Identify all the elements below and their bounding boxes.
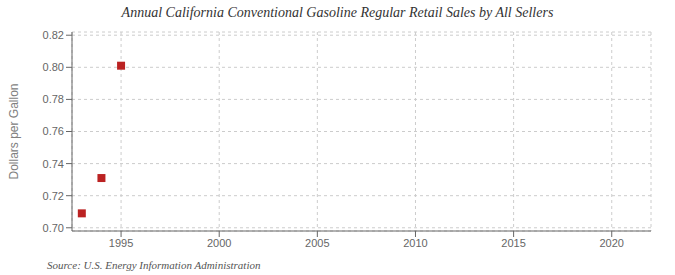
svg-text:0.72: 0.72 — [43, 190, 64, 202]
svg-text:2010: 2010 — [403, 237, 427, 249]
svg-text:0.74: 0.74 — [43, 158, 64, 170]
svg-text:2000: 2000 — [207, 237, 231, 249]
svg-text:2020: 2020 — [600, 237, 624, 249]
html-text:Source: U.S. Energy Informatio: Source: U.S. Energy Information Administ… — [47, 259, 261, 271]
svg-text:Dollars per Gallon: Dollars per Gallon — [8, 83, 21, 179]
svg-text:0.76: 0.76 — [43, 125, 64, 137]
svg-text:2005: 2005 — [305, 237, 329, 249]
svg-text:0.80: 0.80 — [43, 61, 64, 73]
svg-text:0.82: 0.82 — [43, 29, 64, 41]
html-text:Annual California Conventional: Annual California Conventional Gasoline … — [121, 5, 554, 20]
svg-text:0.78: 0.78 — [43, 93, 64, 105]
svg-text:2015: 2015 — [501, 237, 525, 249]
svg-text:0.70: 0.70 — [43, 222, 64, 234]
svg-text:1995: 1995 — [109, 237, 133, 249]
